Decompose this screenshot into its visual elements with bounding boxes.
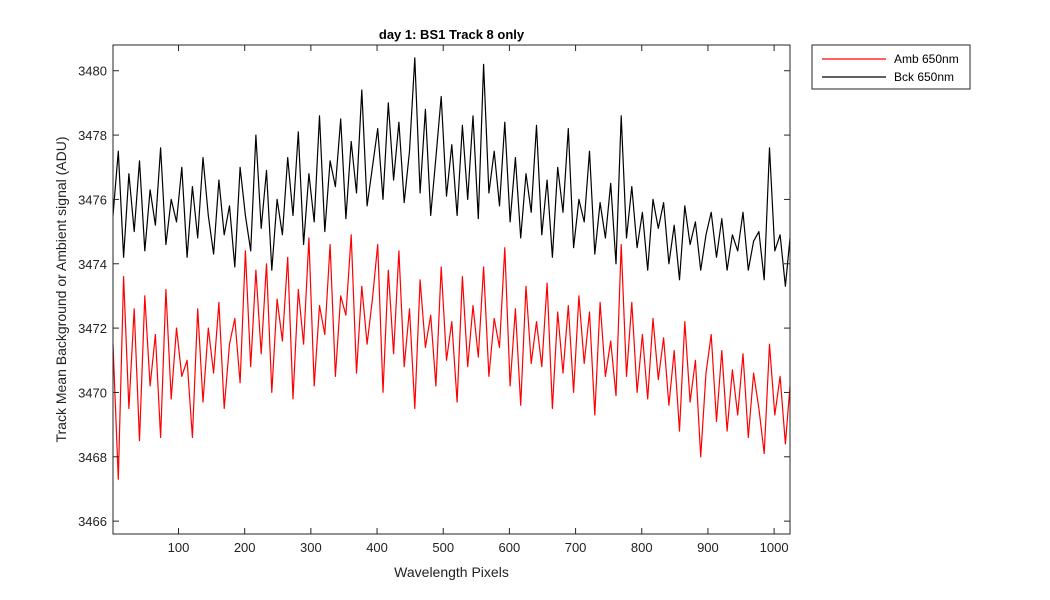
y-tick-label: 3468 (78, 450, 107, 465)
x-tick-label: 500 (432, 540, 454, 555)
x-tick-label: 600 (499, 540, 521, 555)
y-tick-label: 3476 (78, 192, 107, 207)
x-tick-label: 400 (366, 540, 388, 555)
series-line-0 (112, 234, 791, 480)
y-tick-label: 3478 (78, 128, 107, 143)
y-tick-label: 3480 (78, 64, 107, 79)
x-tick-label: 1000 (760, 540, 789, 555)
x-tick-label: 900 (697, 540, 719, 555)
data-traces (112, 57, 791, 480)
plot-background (113, 45, 790, 534)
legend-box (811, 44, 971, 90)
x-tick-label: 300 (300, 540, 322, 555)
y-tick-label: 3466 (78, 514, 107, 529)
legend: Amb 650nm Bck 650nm (811, 44, 971, 90)
y-tick-label: 3472 (78, 321, 107, 336)
x-axis-label: Wavelength Pixels (394, 564, 509, 580)
y-tick-label: 3474 (78, 257, 107, 272)
x-tick-label: 800 (631, 540, 653, 555)
x-tick-label: 700 (565, 540, 587, 555)
chart-title: day 1: BS1 Track 8 only (379, 27, 525, 42)
x-tick-label: 100 (168, 540, 190, 555)
y-tick-label: 3470 (78, 385, 107, 400)
axis-ticks: 100 200 300 400 500 600 700 800 900 1000 3466 3468 3… (78, 45, 790, 555)
y-axis-label: Track Mean Background or Ambient signal … (53, 136, 69, 442)
legend-label-amb: Amb 650nm (894, 52, 959, 66)
x-tick-label: 200 (234, 540, 256, 555)
series-line-1 (112, 57, 791, 287)
legend-label-bck: Bck 650nm (894, 70, 954, 84)
plot-axes-box (112, 44, 791, 535)
